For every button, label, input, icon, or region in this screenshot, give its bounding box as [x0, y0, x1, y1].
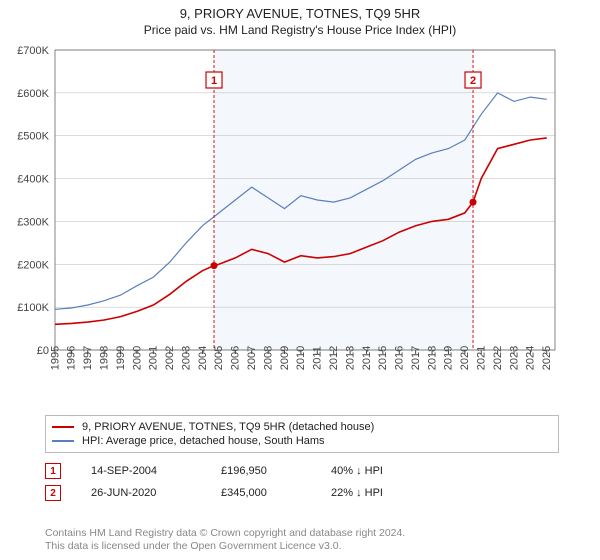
y-tick-label: £200K [17, 259, 49, 271]
chart-svg: £0 £100K £200K £300K £400K £500K £600K £700K 199… [0, 45, 600, 415]
x-tick-label: 2008 [262, 346, 274, 370]
x-tick-label: 2014 [361, 346, 373, 370]
event-price: £196,950 [221, 465, 301, 477]
x-tick-label: 2006 [230, 346, 242, 370]
x-tick-label: 2002 [164, 346, 176, 370]
x-tick-label: 1997 [82, 346, 94, 370]
y-tick-label: £300K [17, 216, 49, 228]
event-row: 1 14-SEP-2004 £196,950 40% ↓ HPI [45, 460, 545, 482]
marker-label-2: 2 [470, 75, 476, 87]
y-tick-label: £600K [17, 88, 49, 100]
event-date: 26-JUN-2020 [91, 487, 191, 499]
x-tick-label: 2016 [394, 346, 406, 370]
x-tick-label: 2001 [148, 346, 160, 370]
legend: 9, PRIORY AVENUE, TOTNES, TQ9 5HR (detac… [45, 415, 559, 453]
legend-label: HPI: Average price, detached house, Sout… [82, 435, 325, 447]
y-tick-label: £500K [17, 131, 49, 143]
x-tick-label: 2017 [410, 346, 422, 370]
x-tick-label: 2010 [295, 346, 307, 370]
x-tick-label: 2022 [492, 346, 504, 370]
footer-attribution: Contains HM Land Registry data © Crown c… [45, 527, 405, 554]
x-tick-label: 2025 [541, 346, 553, 370]
x-tick-label: 1999 [115, 346, 127, 370]
legend-item: 9, PRIORY AVENUE, TOTNES, TQ9 5HR (detac… [52, 420, 552, 434]
x-tick-label: 2020 [459, 346, 471, 370]
x-tick-label: 2024 [525, 346, 537, 370]
event-pct: 22% ↓ HPI [331, 487, 431, 499]
events-table: 1 14-SEP-2004 £196,950 40% ↓ HPI 2 26-JUN-202… [45, 460, 545, 504]
x-tick-label: 2012 [328, 346, 340, 370]
chart-plot: £0 £100K £200K £300K £400K £500K £600K £700K 199… [0, 45, 560, 385]
event-pct: 40% ↓ HPI [331, 465, 431, 477]
y-tick-label: £100K [17, 302, 49, 314]
x-tick-label: 2007 [246, 346, 258, 370]
y-tick-label: £400K [17, 174, 49, 186]
x-tick-label: 2018 [426, 346, 438, 370]
x-tick-label: 2000 [131, 346, 143, 370]
event-row: 2 26-JUN-2020 £345,000 22% ↓ HPI [45, 482, 545, 504]
marker-label-1: 1 [211, 75, 217, 87]
chart-title: 9, PRIORY AVENUE, TOTNES, TQ9 5HR [0, 0, 600, 21]
footer-line-1: Contains HM Land Registry data © Crown c… [45, 527, 405, 541]
marker-point-2 [470, 199, 477, 206]
x-tick-label: 2015 [377, 346, 389, 370]
legend-swatch [52, 426, 74, 428]
y-tick-label: £700K [17, 45, 49, 57]
legend-swatch [52, 440, 74, 442]
x-tick-label: 1996 [66, 346, 78, 370]
footer-line-2: This data is licensed under the Open Gov… [45, 540, 405, 554]
x-tick-label: 2019 [443, 346, 455, 370]
x-tick-label: 1998 [98, 346, 110, 370]
x-tick-label: 2013 [344, 346, 356, 370]
x-tick-label: 2009 [279, 346, 291, 370]
x-tick-label: 2003 [180, 346, 192, 370]
y-tick-label: £0 [37, 345, 49, 357]
chart-subtitle: Price paid vs. HM Land Registry's House … [0, 21, 600, 37]
event-marker-1: 1 [45, 463, 61, 479]
chart-container: 9, PRIORY AVENUE, TOTNES, TQ9 5HR Price … [0, 0, 600, 560]
legend-item: HPI: Average price, detached house, Sout… [52, 434, 552, 448]
marker-point-1 [211, 262, 218, 269]
event-marker-2: 2 [45, 485, 61, 501]
x-tick-label: 2023 [508, 346, 520, 370]
x-tick-label: 2004 [197, 346, 209, 370]
event-date: 14-SEP-2004 [91, 465, 191, 477]
x-tick-label: 2005 [213, 346, 225, 370]
event-price: £345,000 [221, 487, 301, 499]
x-tick-label: 2021 [476, 346, 488, 370]
legend-label: 9, PRIORY AVENUE, TOTNES, TQ9 5HR (detac… [82, 421, 374, 433]
